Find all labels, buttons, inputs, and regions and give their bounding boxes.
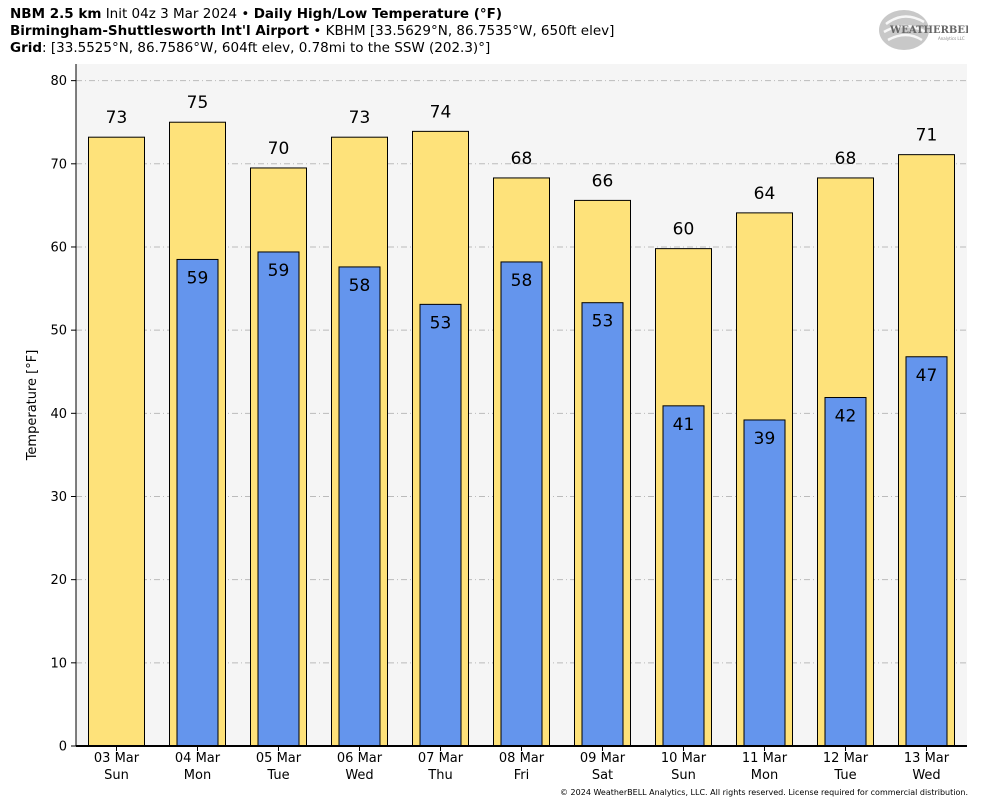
high-temp-label: 71: [916, 126, 938, 146]
header-line-1: NBM 2.5 km Init 04z 3 Mar 2024 • Daily H…: [10, 6, 502, 23]
low-temp-label: 59: [268, 261, 290, 281]
y-tick-label: 50: [50, 324, 67, 339]
high-temp-label: 75: [187, 93, 209, 113]
y-tick-label: 10: [50, 656, 67, 671]
high-temp-label: 66: [592, 171, 614, 191]
weatherbell-logo: WEATHERBELL Analytics LLC: [879, 10, 968, 50]
x-tick-day: Fri: [514, 768, 530, 783]
low-temp-bar: [500, 261, 543, 747]
x-tick-day: Wed: [912, 768, 940, 783]
y-tick-label: 80: [50, 74, 67, 89]
low-temp-bar: [338, 266, 381, 747]
high-temp-label: 73: [106, 108, 128, 128]
low-temp-label: 47: [916, 366, 938, 386]
high-temp-label: 60: [673, 220, 695, 240]
x-tick-date: 07 Mar: [418, 751, 464, 766]
header-line-2: Birmingham-Shuttlesworth Int'l Airport •…: [10, 23, 614, 40]
copyright-notice: © 2024 WeatherBELL Analytics, LLC. All r…: [560, 788, 968, 797]
model-name: NBM 2.5 km: [10, 6, 102, 22]
low-temp-bar: [662, 405, 705, 747]
x-tick-day: Mon: [184, 768, 211, 783]
y-tick-label: 20: [50, 573, 67, 588]
high-temp-label: 70: [268, 139, 290, 159]
x-tick-day: Tue: [833, 768, 856, 783]
bars: [88, 121, 955, 747]
low-temp-label: 59: [187, 268, 209, 288]
low-temp-bar: [905, 356, 948, 747]
x-tick-day: Sat: [592, 768, 613, 783]
x-tick-day: Sun: [104, 768, 129, 783]
x-tick-date: 10 Mar: [661, 751, 707, 766]
x-tick-day: Sun: [671, 768, 696, 783]
station-details: KBHM [33.5629°N, 86.7535°W, 650ft elev]: [325, 23, 615, 39]
low-temp-bar: [581, 302, 624, 747]
header-line-3: Grid: [33.5525°N, 86.7586°W, 604ft elev,…: [10, 40, 490, 57]
x-tick-day: Thu: [427, 768, 452, 783]
low-temp-label: 53: [592, 312, 614, 332]
x-tick-day: Tue: [266, 768, 289, 783]
y-tick-label: 0: [59, 740, 67, 755]
low-temp-bar: [176, 258, 219, 747]
x-tick-day: Mon: [751, 768, 778, 783]
x-tick-date: 12 Mar: [823, 751, 869, 766]
grid-details: : [33.5525°N, 86.7586°W, 604ft elev, 0.7…: [42, 40, 491, 56]
data-labels: 73 75 59 70 59 73 58 74 53 68 58 66 53 60 41 64 39 68 42 71…: [106, 93, 938, 449]
x-tick-date: 13 Mar: [904, 751, 950, 766]
axes: 0 10 20 30 40 50 60 70 80 03 Mar Sun 04 Mar Mon 05 Ma…: [50, 64, 967, 783]
low-temp-bar: [824, 397, 867, 747]
high-temp-bar: [88, 136, 145, 747]
y-tick-label: 30: [50, 490, 67, 505]
x-tick-date: 04 Mar: [175, 751, 221, 766]
logo-subtext: Analytics LLC: [938, 36, 965, 41]
y-tick-label: 60: [50, 240, 67, 255]
y-tick-label: 40: [50, 407, 67, 422]
high-temp-label: 64: [754, 184, 776, 204]
x-tick-date: 05 Mar: [256, 751, 302, 766]
low-temp-bar: [419, 303, 462, 747]
high-temp-label: 68: [835, 149, 857, 169]
x-tick-date: 03 Mar: [94, 751, 140, 766]
high-temp-label: 74: [430, 102, 452, 122]
low-temp-label: 53: [430, 313, 452, 333]
low-temp-label: 41: [673, 415, 695, 435]
low-temp-label: 58: [511, 271, 533, 291]
station-name: Birmingham-Shuttlesworth Int'l Airport: [10, 23, 310, 39]
y-axis-label: Temperature [°F]: [25, 350, 40, 462]
low-temp-bar: [743, 419, 786, 747]
product-title: Daily High/Low Temperature (°F): [253, 6, 503, 22]
x-tick-date: 09 Mar: [580, 751, 626, 766]
low-temp-label: 39: [754, 429, 776, 449]
low-temp-label: 58: [349, 276, 371, 296]
high-temp-label: 73: [349, 108, 371, 128]
y-tick-label: 70: [50, 157, 67, 172]
logo-text: WEATHERBELL: [889, 25, 968, 36]
low-temp-bar: [257, 251, 300, 747]
x-tick-date: 11 Mar: [742, 751, 788, 766]
separator: •: [241, 6, 250, 22]
separator: •: [313, 23, 322, 39]
x-tick-date: 06 Mar: [337, 751, 383, 766]
high-temp-label: 68: [511, 149, 533, 169]
grid-label: Grid: [10, 40, 43, 56]
x-tick-date: 08 Mar: [499, 751, 545, 766]
x-tick-day: Wed: [345, 768, 373, 783]
init-time: Init 04z 3 Mar 2024: [105, 6, 238, 22]
low-temp-label: 42: [835, 407, 857, 427]
